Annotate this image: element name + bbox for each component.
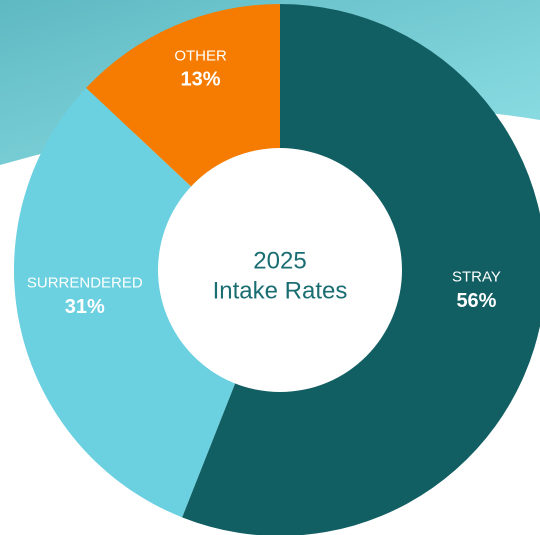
slice-category: STRAY bbox=[452, 268, 501, 285]
slice-value-label: 13% bbox=[181, 69, 221, 91]
center-title: 2025 bbox=[253, 247, 306, 274]
center-subtitle: Intake Rates bbox=[213, 277, 348, 304]
slice-category: SURRENDERED bbox=[27, 275, 143, 292]
slice-value-label: 56% bbox=[456, 290, 496, 312]
chart: 2025 Intake Rates STRAY 56% SURRENDERED 31%… bbox=[0, 0, 540, 535]
slice-category: OTHER bbox=[174, 47, 227, 64]
page: 2025 Intake Rates STRAY 56% SURRENDERED 31%… bbox=[0, 0, 540, 535]
slice-value-label: 31% bbox=[65, 296, 105, 318]
